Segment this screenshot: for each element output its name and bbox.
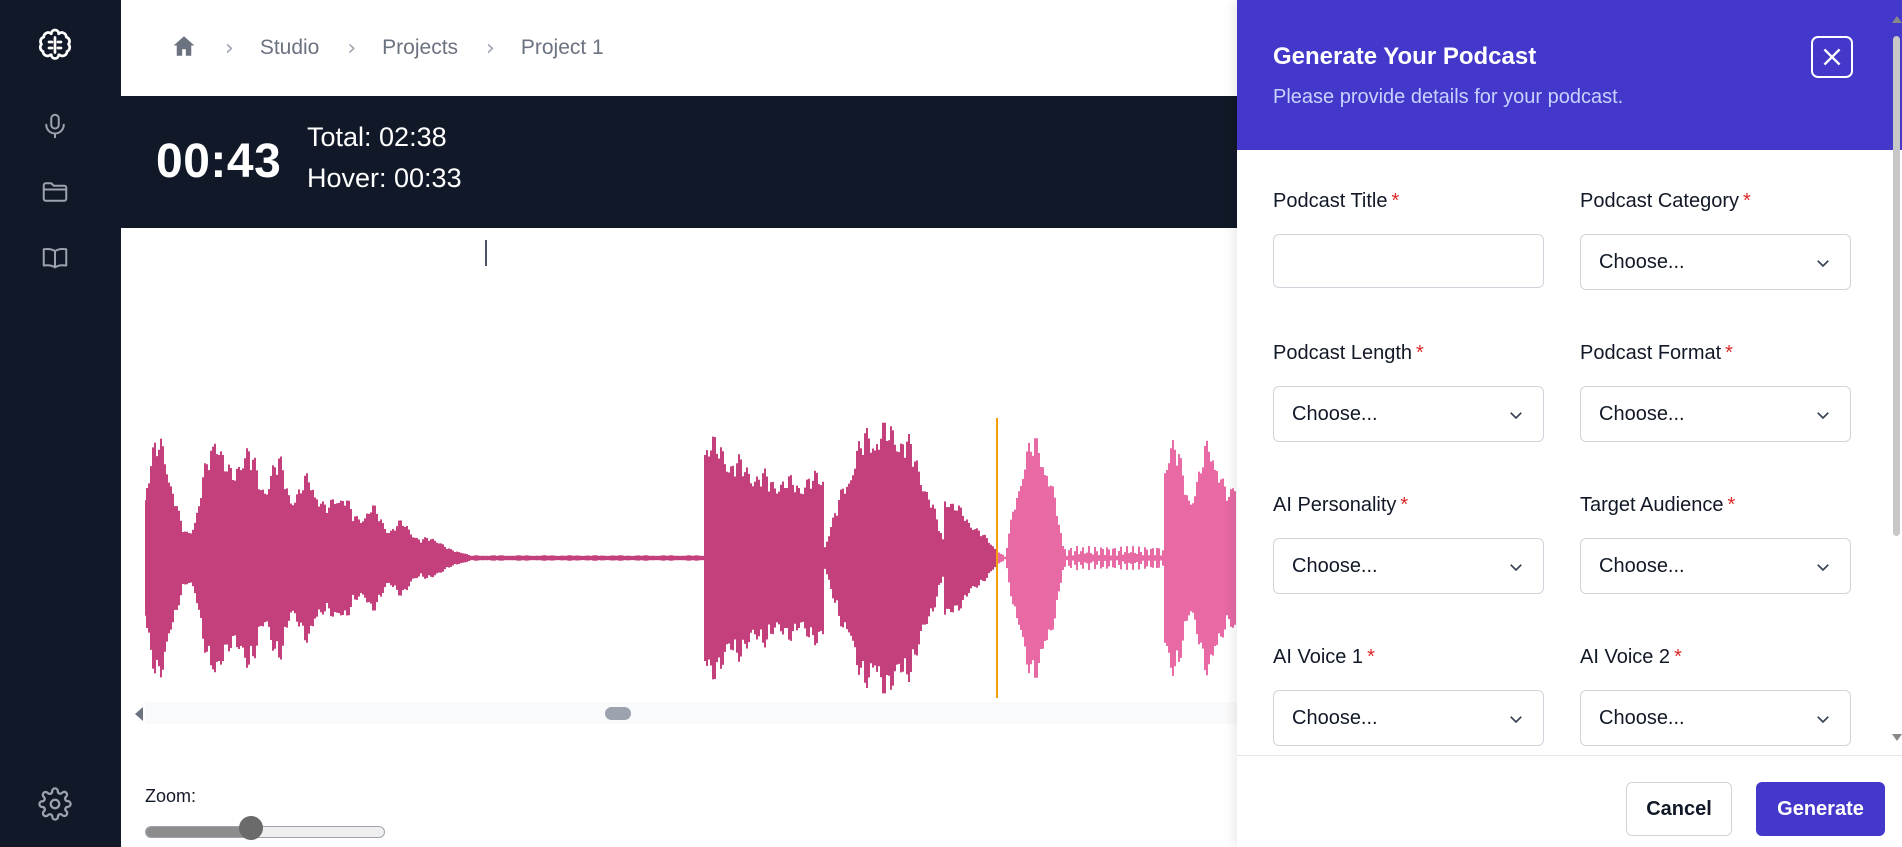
drawer-subtitle: Please provide details for your podcast. [1273, 86, 1624, 108]
podcast-format-label: Podcast Format [1580, 342, 1722, 364]
required-marker: * [1725, 342, 1733, 364]
ai-personality-label: AI Personality [1273, 494, 1397, 516]
zoom-label: Zoom: [145, 786, 197, 806]
ai-voice-1-select[interactable]: Choose... [1273, 690, 1544, 746]
podcast-category-select[interactable]: Choose... [1580, 234, 1851, 290]
waveform-scrollbar[interactable] [145, 702, 1237, 724]
folder-icon[interactable] [37, 174, 73, 210]
required-marker: * [1674, 646, 1682, 668]
podcast-format-field: Podcast Format * Choose... [1580, 342, 1851, 442]
ai-personality-value: Choose... [1292, 554, 1378, 577]
ai-personality-field: AI Personality * Choose... [1273, 494, 1544, 594]
microphone-icon[interactable] [37, 108, 73, 144]
brain-icon[interactable] [37, 27, 73, 63]
ai-voice-1-label: AI Voice 1 [1273, 646, 1364, 668]
podcast-category-value: Choose... [1599, 250, 1685, 273]
generate-button[interactable]: Generate [1756, 782, 1885, 836]
chevron-down-icon [1817, 564, 1829, 572]
podcast-format-select[interactable]: Choose... [1580, 386, 1851, 442]
required-marker: * [1367, 646, 1375, 668]
total-time: Total: 02:38 [307, 122, 447, 152]
target-audience-label: Target Audience [1580, 494, 1724, 516]
hover-time: Hover: 00:33 [307, 163, 462, 193]
waveform[interactable] [145, 418, 1237, 698]
required-marker: * [1742, 190, 1751, 212]
breadcrumb-studio[interactable]: Studio [259, 36, 320, 59]
sidebar [0, 0, 121, 847]
drawer-scroll-down-icon[interactable] [1892, 734, 1902, 741]
time-bar: 00:43 Total: 02:38 Hover: 00:33 [121, 96, 1237, 228]
ai-voice-2-select[interactable]: Choose... [1580, 690, 1851, 746]
chevron-down-icon [1510, 412, 1522, 420]
chevron-right-icon: › [225, 35, 234, 61]
podcast-length-value: Choose... [1292, 402, 1378, 425]
ai-voice-2-value: Choose... [1599, 706, 1685, 729]
zoom-slider-thumb[interactable] [238, 816, 263, 840]
podcast-title-input[interactable] [1273, 234, 1544, 288]
podcast-title-label: Podcast Title [1273, 190, 1388, 212]
ai-voice-1-value: Choose... [1292, 706, 1378, 729]
target-audience-field: Target Audience * Choose... [1580, 494, 1851, 594]
podcast-title-field: Podcast Title * [1273, 190, 1544, 288]
hover-cursor [485, 240, 487, 266]
chevron-right-icon: › [486, 35, 495, 61]
podcast-form: Podcast Title * Podcast Category * Choose.… [1237, 150, 1902, 755]
ai-voice-2-field: AI Voice 2 * Choose... [1580, 646, 1851, 746]
podcast-length-select[interactable]: Choose... [1273, 386, 1544, 442]
ai-voice-1-field: AI Voice 1 * Choose... [1273, 646, 1544, 746]
ai-personality-select[interactable]: Choose... [1273, 538, 1544, 594]
zoom-slider[interactable] [145, 826, 385, 838]
required-marker: * [1416, 342, 1424, 364]
generate-podcast-drawer: Generate Your Podcast Please provide det… [1237, 0, 1902, 847]
home-icon[interactable] [171, 33, 197, 64]
target-audience-select[interactable]: Choose... [1580, 538, 1851, 594]
close-button[interactable] [1811, 36, 1853, 78]
breadcrumb: › Studio › Projects › Project 1 [121, 0, 1237, 96]
drawer-header: Generate Your Podcast Please provide det… [1237, 0, 1902, 150]
book-open-icon[interactable] [37, 240, 73, 276]
drawer-scrollbar[interactable] [1893, 36, 1900, 536]
chevron-down-icon [1510, 716, 1522, 724]
chevron-down-icon [1510, 564, 1522, 572]
drawer-title: Generate Your Podcast [1273, 43, 1537, 70]
zoom-slider-fill [146, 827, 252, 837]
required-marker: * [1727, 494, 1736, 516]
gear-icon[interactable] [38, 787, 72, 821]
required-marker: * [1400, 494, 1409, 516]
cancel-button[interactable]: Cancel [1626, 782, 1732, 836]
drawer-scroll-up-icon[interactable] [1892, 16, 1902, 23]
chevron-down-icon [1817, 260, 1829, 268]
chevron-down-icon [1817, 716, 1829, 724]
breadcrumb-projects[interactable]: Projects [382, 36, 459, 59]
drawer-footer: Cancel Generate [1237, 755, 1902, 847]
scrollbar-thumb[interactable] [605, 707, 631, 720]
podcast-category-field: Podcast Category * Choose... [1580, 190, 1851, 290]
waveform-panel[interactable] [121, 228, 1237, 728]
current-time: 00:43 [156, 135, 282, 188]
podcast-category-label: Podcast Category [1580, 190, 1739, 212]
close-icon [1823, 48, 1841, 66]
ai-voice-2-label: AI Voice 2 [1580, 646, 1671, 668]
chevron-right-icon: › [347, 35, 357, 61]
podcast-length-field: Podcast Length * Choose... [1273, 342, 1544, 442]
breadcrumb-project-1[interactable]: Project 1 [520, 36, 604, 59]
podcast-format-value: Choose... [1599, 402, 1685, 425]
scroll-left-arrow-icon[interactable] [135, 707, 143, 721]
target-audience-value: Choose... [1599, 554, 1685, 577]
chevron-down-icon [1817, 412, 1829, 420]
required-marker: * [1391, 190, 1400, 212]
podcast-length-label: Podcast Length [1273, 342, 1412, 364]
